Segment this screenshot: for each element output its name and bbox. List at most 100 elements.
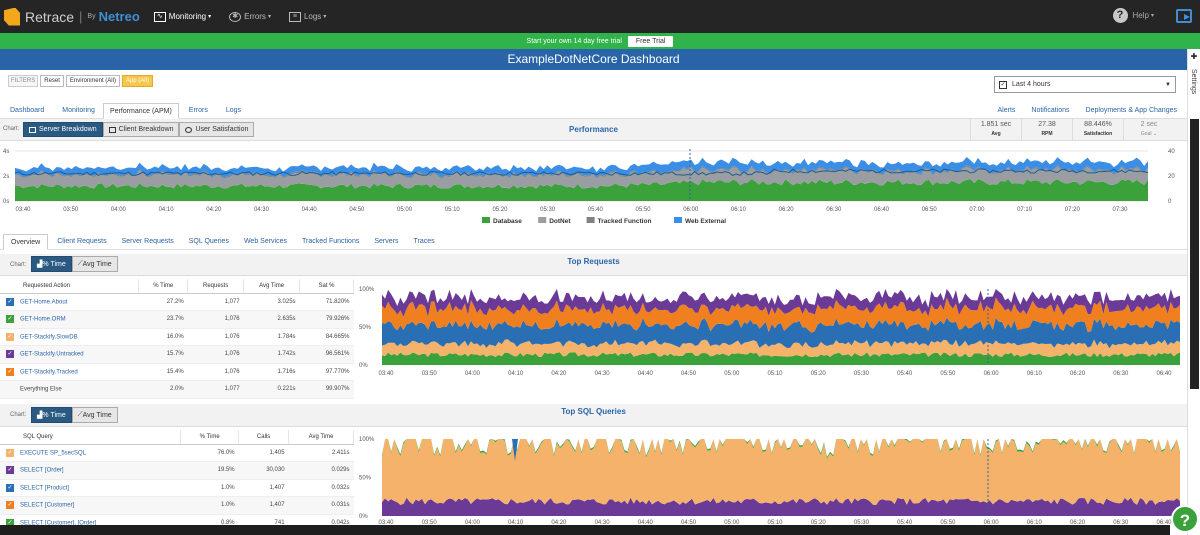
server-breakdown-button[interactable]: Server Breakdown xyxy=(23,122,103,137)
sat-cell: 99.907% xyxy=(299,380,354,399)
nav-monitoring[interactable]: ∿ Monitoring ▾ xyxy=(153,11,211,22)
x-tick-label: 04:40 xyxy=(302,207,318,213)
col-pct-time[interactable]: % Time xyxy=(180,430,240,445)
free-trial-button[interactable]: Free Trial xyxy=(627,35,674,47)
checkbox-icon[interactable]: ✓ xyxy=(6,315,14,324)
stat-rpm: 27.38 RPM xyxy=(1021,119,1072,141)
table-row[interactable]: ✓ GET-Home.ORM 23.7% 1,076 2.635s 79.926% xyxy=(0,310,354,329)
top-nav: Retrace | By Netreo ∿ Monitoring ▾ ✱ Err… xyxy=(0,0,1200,33)
query-name-cell[interactable]: ✓ SELECT [Order] xyxy=(0,461,181,480)
col-requests[interactable]: Requests xyxy=(187,279,245,294)
help-menu[interactable]: ? Help ▾ xyxy=(1112,8,1154,23)
request-name: GET-Home.About xyxy=(20,299,68,306)
query-name-cell[interactable]: ✓ EXECUTE SP_5secSQL xyxy=(0,444,181,462)
logout-icon[interactable] xyxy=(1176,9,1192,23)
help-fab-icon[interactable]: ? xyxy=(1171,505,1199,533)
checkbox-icon[interactable]: ✓ xyxy=(6,448,14,457)
settings-tab[interactable]: Settings xyxy=(1190,69,1197,95)
request-name-cell[interactable]: ✓ GET-Home.ORM xyxy=(0,310,139,329)
table-row[interactable]: ✓ GET-Stackify.SlowDB 16.0% 1,076 1.784s 84.6… xyxy=(0,328,354,346)
environment-filter[interactable]: Environment (All) xyxy=(65,75,120,87)
tab-sql-queries[interactable]: SQL Queries xyxy=(188,238,229,245)
request-name-cell[interactable]: ✓ GET-Stackify.Tracked xyxy=(0,363,139,381)
legend-label: Web External xyxy=(685,218,726,225)
by-label: By xyxy=(87,13,96,20)
checkbox-icon[interactable]: ✓ xyxy=(6,350,14,359)
tab-traces[interactable]: Traces xyxy=(413,238,435,245)
time-range-select[interactable]: ✓ Last 4 hours ▼ xyxy=(994,76,1176,93)
tab-logs[interactable]: Logs xyxy=(225,107,242,114)
tab-errors[interactable]: Errors xyxy=(188,107,208,114)
tab-servers[interactable]: Servers xyxy=(374,238,399,245)
deployments-link[interactable]: Deployments & App Changes xyxy=(1085,107,1177,114)
y-tick-label: 0s xyxy=(3,199,9,205)
app-filter[interactable]: App (All) xyxy=(121,75,153,87)
x-tick-label: 05:50 xyxy=(940,520,956,525)
pct-time-button[interactable]: ▟ % Time xyxy=(31,407,72,423)
stat-goal[interactable]: 2 sec Goal ⌄ xyxy=(1123,119,1174,141)
table-row[interactable]: ✓ SELECT [Product] 1.0% 1,407 0.032s xyxy=(0,479,354,497)
tab-dashboard[interactable]: Dashboard xyxy=(10,107,45,114)
x-tick-label: 05:30 xyxy=(854,371,870,377)
user-satisfaction-button[interactable]: User Satisfaction xyxy=(179,122,255,137)
scrollbar[interactable] xyxy=(1190,119,1199,389)
col-requested-action[interactable]: Requested Action xyxy=(0,279,140,294)
request-name-cell[interactable]: ✓ GET-Stackify.Untracked xyxy=(0,345,139,364)
reset-button[interactable]: Reset xyxy=(40,75,64,87)
avg-time-button[interactable]: ⟋ Avg Time xyxy=(71,256,118,272)
col-pct-time[interactable]: % Time xyxy=(138,279,189,294)
table-row[interactable]: ✓ EXECUTE SP_5secSQL 76.0% 1,405 2.411s xyxy=(0,444,354,462)
col-sql-query[interactable]: SQL Query xyxy=(0,430,182,445)
client-breakdown-button[interactable]: Client Breakdown xyxy=(102,122,180,137)
notifications-link[interactable]: Notifications xyxy=(1031,107,1070,114)
tab-client-requests[interactable]: Client Requests xyxy=(57,238,107,245)
x-tick-label: 04:30 xyxy=(254,207,270,213)
nav-errors[interactable]: ✱ Errors ▾ xyxy=(229,11,271,22)
top-requests-chart: 100% 50% 0% 03:40 03:50 04:00 04:10 04:20 04:30 0… xyxy=(359,287,1180,377)
query-name-cell[interactable]: ✓ SELECT [Customer] xyxy=(0,496,181,515)
tab-performance-apm[interactable]: Performance (APM) xyxy=(102,103,179,119)
x-tick-label: 04:00 xyxy=(111,207,127,213)
table-row[interactable]: Everything Else 2.0% 1,077 0.221s 99.907% xyxy=(0,380,354,399)
avg-time-button[interactable]: ⟋ Avg Time xyxy=(71,407,118,423)
col-sat-pct[interactable]: Sat % xyxy=(299,279,354,294)
table-row[interactable]: ✓ GET-Stackify.Tracked 15.4% 1,076 1.716s 97.… xyxy=(0,363,354,381)
request-name-cell[interactable]: ✓ GET-Stackify.SlowDB xyxy=(0,328,139,346)
pct-time-label: % Time xyxy=(42,411,66,419)
pin-icon[interactable]: ✚ xyxy=(1190,52,1198,61)
chevron-down-icon: ▼ xyxy=(1165,81,1171,88)
table-row[interactable]: ✓ SELECT [Order] 19.5% 30,030 0.029s xyxy=(0,461,354,480)
alerts-link[interactable]: Alerts xyxy=(997,107,1016,114)
table-row[interactable]: ✓ GET-Stackify.Untracked 15.7% 1,076 1.742s 9… xyxy=(0,345,354,364)
performance-header: Chart: Server Breakdown Client Breakdown… xyxy=(0,119,1187,141)
checkbox-icon[interactable]: ✓ xyxy=(6,367,14,376)
tab-server-requests[interactable]: Server Requests xyxy=(121,238,174,245)
col-calls[interactable]: Calls xyxy=(238,430,290,445)
tab-overview[interactable]: Overview xyxy=(3,234,49,250)
checkbox-icon[interactable]: ✓ xyxy=(6,297,14,306)
nav-logs[interactable]: ≡ Logs ▾ xyxy=(288,11,327,22)
col-avg-time[interactable]: Avg Time xyxy=(243,279,301,294)
col-avg-time[interactable]: Avg Time xyxy=(288,430,354,445)
pct-time-button[interactable]: ▟ % Time xyxy=(31,256,72,272)
request-name-cell[interactable]: ✓ GET-Home.About xyxy=(0,293,139,311)
checkbox-icon[interactable]: ✓ xyxy=(6,466,14,475)
x-tick-label: 05:40 xyxy=(897,520,913,525)
request-name-cell[interactable]: Everything Else xyxy=(0,380,139,399)
tab-web-services[interactable]: Web Services xyxy=(243,238,288,245)
x-tick-label: 04:50 xyxy=(681,520,697,525)
tab-monitoring[interactable]: Monitoring xyxy=(62,107,95,114)
checkbox-icon[interactable]: ✓ xyxy=(6,501,14,510)
checkbox-icon[interactable]: ✓ xyxy=(6,483,14,492)
retrace-logo[interactable]: Retrace | By Netreo xyxy=(4,7,140,26)
table-row[interactable]: ✓ GET-Home.About 27.2% 1,077 3.025s 71.820% xyxy=(0,293,354,311)
checkbox-icon[interactable]: ✓ xyxy=(6,332,14,341)
pct-cell: 15.7% xyxy=(138,345,188,364)
table-row[interactable]: ✓ SELECT [Customer] 1.0% 1,407 0.031s xyxy=(0,496,354,515)
app-name: Retrace xyxy=(25,8,75,25)
checkbox-icon[interactable]: ✓ xyxy=(6,518,14,527)
chevron-down-icon: ▾ xyxy=(323,14,327,20)
query-name-cell[interactable]: ✓ SELECT [Product] xyxy=(0,479,181,497)
server-icon xyxy=(29,126,36,133)
tab-tracked-functions[interactable]: Tracked Functions xyxy=(302,238,360,245)
